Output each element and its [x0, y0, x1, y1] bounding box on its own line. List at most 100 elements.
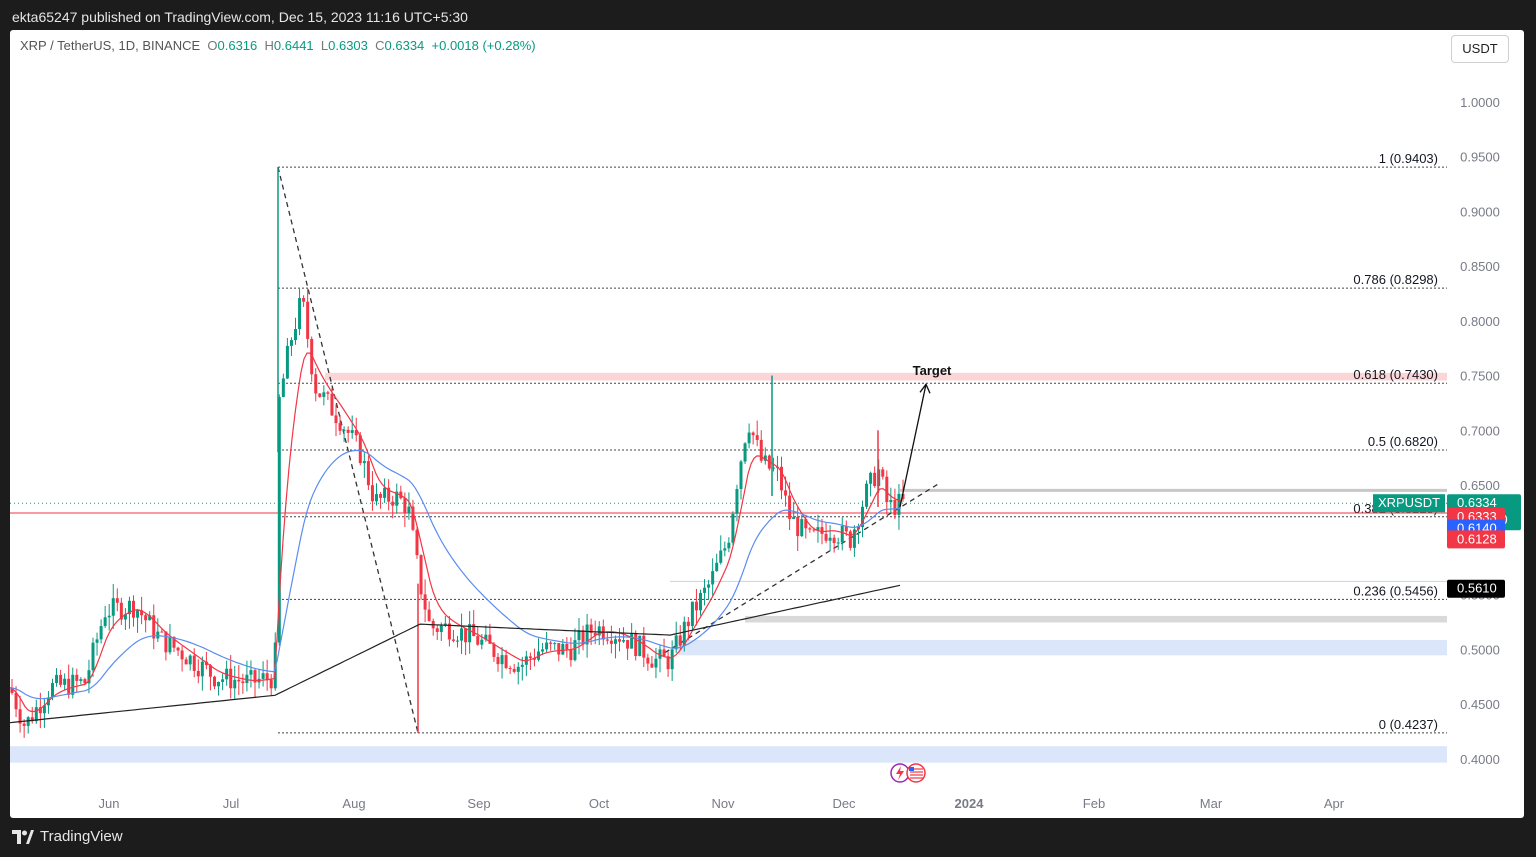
candle-body [727, 542, 731, 549]
candle-body [852, 529, 856, 548]
candle-body [358, 435, 362, 464]
candle-body [99, 626, 103, 640]
price-tag-value: 0.6128 [1457, 531, 1497, 546]
candle-body [690, 601, 694, 627]
currency-button[interactable]: USDT [1451, 35, 1509, 63]
candle-body [241, 681, 245, 684]
candle-body [160, 631, 164, 633]
candle-body [407, 506, 411, 513]
candle-body [26, 717, 30, 726]
candle-body [322, 392, 326, 397]
candle-body [180, 650, 184, 660]
ma-long-line [10, 584, 901, 724]
candle-body [10, 687, 14, 693]
candle-body [759, 439, 763, 461]
candle-body [844, 525, 848, 532]
candle-body [172, 636, 176, 648]
candle-body [747, 432, 751, 444]
symbol-legend[interactable]: XRP / TetherUS, 1D, BINANCE O0.6316 H0.6… [20, 38, 536, 53]
candle-body [152, 615, 156, 639]
high-value: 0.6441 [273, 38, 314, 53]
moving-averages-layer [10, 352, 902, 724]
candle-body [812, 529, 816, 531]
candle-body [229, 668, 233, 689]
us-flag-event-icon[interactable] [906, 763, 926, 783]
candle-body [22, 723, 26, 726]
published-text: ekta65247 published on TradingView.com, … [12, 9, 468, 25]
candle-body [630, 633, 634, 649]
candle-body [415, 529, 419, 556]
candle-body [140, 610, 144, 616]
candle-body [889, 499, 893, 503]
candle-body [666, 656, 670, 670]
target-arrow-head [919, 383, 931, 394]
candle-body [204, 661, 208, 666]
x-tick-label: Sep [467, 796, 490, 811]
ma-mid-line [10, 449, 902, 700]
candle-body [836, 542, 840, 544]
high-key: H [264, 38, 274, 53]
annotation-layer[interactable]: Target [890, 363, 952, 783]
candle-body [561, 643, 565, 655]
candle-body [488, 634, 492, 644]
trendlines-layer [277, 167, 941, 734]
y-tick-label: 0.7000 [1460, 423, 1500, 438]
ema-fast-line [10, 352, 902, 713]
candle-body [184, 659, 188, 665]
x-tick-label: Jul [223, 796, 240, 811]
candle-body [820, 527, 824, 534]
candle-body [354, 430, 358, 436]
candle-body [508, 668, 512, 670]
candle-body [127, 600, 131, 615]
zone-support-blue [678, 639, 1447, 656]
price-tag-value: 0.5610 [1457, 581, 1497, 596]
candle-body [79, 679, 83, 681]
x-axis[interactable]: Jun Jul Aug Sep Oct Nov Dec 2024 Feb Mar Apr [99, 796, 1345, 811]
candle-body [387, 487, 391, 502]
candle-body [447, 623, 451, 640]
candle-body [383, 487, 387, 498]
candle-body [132, 600, 135, 618]
x-tick-label: Feb [1083, 796, 1105, 811]
candle-body [715, 562, 719, 572]
candle-body [528, 656, 532, 659]
candle-body [626, 640, 630, 649]
candle-body [577, 630, 581, 641]
x-tick-label: Jun [99, 796, 120, 811]
candle-body [55, 674, 59, 684]
candle-body [881, 469, 885, 477]
y-tick-label: 1.0000 [1460, 95, 1500, 110]
candle-body [707, 584, 711, 588]
candle-body [391, 501, 395, 506]
brand-name: TradingView [40, 828, 123, 845]
symbol-tag [1373, 494, 1445, 513]
candle-body [115, 598, 119, 603]
candle-body [208, 665, 212, 677]
candle-body [233, 679, 237, 689]
candle-body [699, 592, 702, 611]
candle-body [751, 432, 755, 436]
y-axis[interactable]: 1.0000 0.9500 0.9000 0.8500 0.8000 0.7500 0.70… [1460, 95, 1500, 767]
candle-body [634, 633, 638, 657]
symbol-name[interactable]: XRP / TetherUS, 1D, BINANCE [20, 38, 201, 53]
flag-canton [909, 767, 914, 771]
chart-frame[interactable]: 1 (0.9403) 0.786 (0.8298) 0.618 (0.7430) 0.… [10, 30, 1524, 818]
candle-body [581, 630, 585, 645]
candle-body [763, 455, 767, 461]
candle-body [200, 661, 204, 677]
candle-body [156, 631, 160, 639]
candle-body [221, 679, 225, 682]
price-chart[interactable]: 1 (0.9403) 0.786 (0.8298) 0.618 (0.7430) 0.… [10, 30, 1524, 818]
tradingview-logo[interactable]: TradingView [12, 828, 123, 845]
fib-label: 0.5 (0.6820) [1368, 434, 1438, 449]
candle-body [245, 674, 249, 684]
candle-body [342, 429, 346, 431]
candle-body [249, 670, 253, 675]
candle-body [755, 435, 759, 440]
candle-body [107, 615, 111, 618]
candle-body [739, 461, 743, 490]
candle-body [472, 624, 476, 637]
x-tick-label: Dec [832, 796, 856, 811]
lightning-glyph-icon [896, 766, 904, 780]
candle-body [557, 643, 561, 655]
